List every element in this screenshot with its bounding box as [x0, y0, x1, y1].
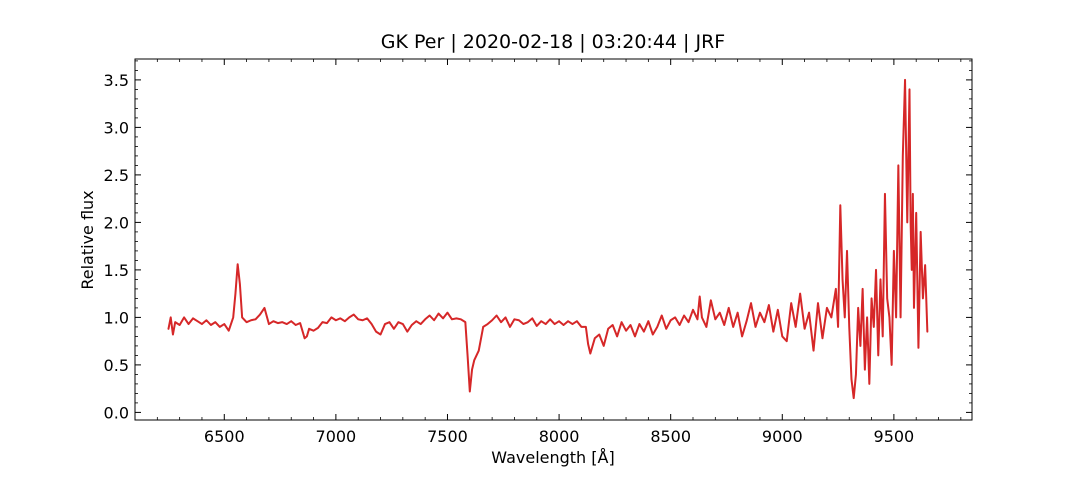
- y-tick-label: 0.0: [104, 403, 129, 422]
- y-tick-label: 1.0: [104, 308, 129, 327]
- y-tick-label: 1.5: [104, 261, 129, 280]
- x-tick-label: 9000: [762, 427, 803, 446]
- series-line-spectrum: [167, 78, 929, 400]
- y-tick-label: 3.5: [104, 71, 129, 90]
- y-axis: 0.0 0.5 1.0 1.5 2.0 2.5 3.0 3.5: [104, 60, 972, 422]
- x-tick-label: 8500: [650, 427, 691, 446]
- x-tick-label: 7500: [427, 427, 468, 446]
- x-tick-label: 7000: [316, 427, 357, 446]
- x-tick-label: 9500: [874, 427, 915, 446]
- y-tick-label: 2.0: [104, 213, 129, 232]
- x-axis: 6500 7000 7500 8000 8500 9000 9500: [134, 59, 962, 446]
- y-axis-label: Relative flux: [78, 190, 97, 289]
- y-tick-label: 0.5: [104, 356, 129, 375]
- y-tick-label: 2.5: [104, 166, 129, 185]
- chart-title: GK Per | 2020-02-18 | 03:20:44 | JRF: [381, 31, 725, 53]
- plot-area: [134, 58, 973, 421]
- x-tick-label: 8000: [539, 427, 580, 446]
- plot-frame: [134, 58, 973, 421]
- y-tick-label: 3.0: [104, 118, 129, 137]
- x-axis-label: Wavelength [Å]: [491, 448, 614, 467]
- x-tick-label: 6500: [204, 427, 245, 446]
